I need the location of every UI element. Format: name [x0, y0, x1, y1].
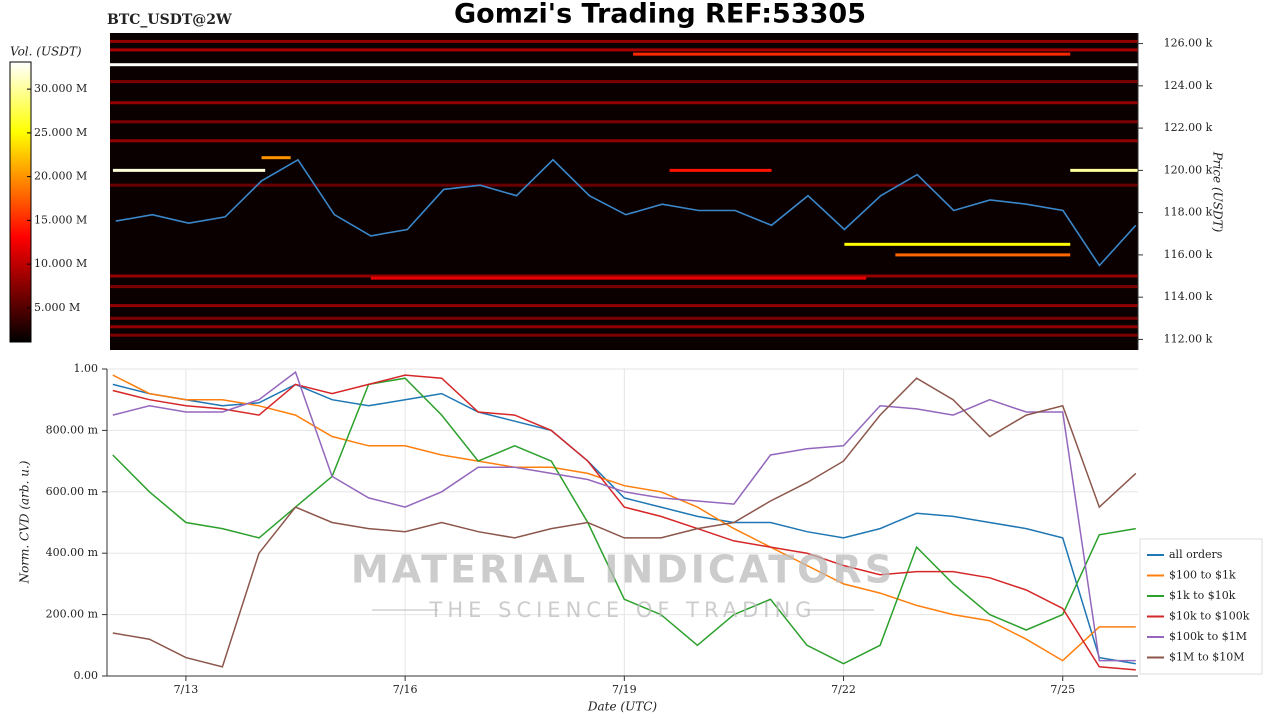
- liquidity-level: [669, 168, 772, 172]
- y-tick-label: 126.00 k: [1164, 37, 1213, 50]
- liquidity-level: [110, 285, 1138, 289]
- y-tick-label: 120.00 k: [1164, 163, 1213, 176]
- y-tick-label: 112.00 k: [1164, 332, 1213, 345]
- watermark: MATERIAL INDICATORS: [351, 548, 895, 592]
- legend-label: $100k to $1M: [1169, 630, 1247, 643]
- liquidity-level: [110, 325, 1138, 329]
- y-tick-label: 200.00 m: [46, 608, 99, 621]
- charts: BTC_USDT@2W 112.00 k 114.00 k 116.00 k 118.0…: [9, 12, 1263, 714]
- liquidity-level: [110, 139, 1138, 143]
- price-line: [115, 158, 1137, 267]
- x-tick-label: 7/13: [174, 683, 199, 696]
- y-tick-label: 0.00: [74, 669, 99, 682]
- liquidity-level: [110, 120, 1138, 124]
- cvd-line: [112, 383, 1136, 665]
- cvd-line: [112, 377, 1137, 668]
- y-tick-label: 118.00 k: [1164, 206, 1213, 219]
- y-tick-label: 400.00 m: [46, 546, 99, 559]
- page-title: Gomzi's Trading REF:53305: [454, 0, 866, 30]
- liquidity-level: [110, 333, 1138, 337]
- liquidity-level: [110, 274, 1138, 278]
- liquidity-level: [110, 316, 1138, 320]
- liquidity-level: [110, 101, 1138, 105]
- colorbar-tick-label: 30.000 M: [34, 82, 87, 95]
- y-tick-label: 800.00 m: [46, 423, 99, 436]
- liquidity-level: [110, 48, 1138, 52]
- colorbar-tick-label: 5.000 M: [34, 301, 80, 314]
- cvd-line: [112, 370, 1136, 662]
- x-tick-label: 7/19: [612, 683, 637, 696]
- colorbar: [9, 61, 32, 343]
- liquidity-level: [895, 253, 1071, 257]
- x-tick-label: 7/25: [1050, 683, 1075, 696]
- liquidity-level: [261, 156, 291, 160]
- y-axis-label: Norm. CVD (arb. u.): [18, 460, 32, 584]
- y-tick-label: 116.00 k: [1164, 248, 1213, 261]
- liquidity-level: [633, 52, 1071, 56]
- x-axis-label: Date (UTC): [587, 700, 657, 714]
- liquidity-level: [844, 242, 1071, 246]
- liquidity-level: [110, 63, 1138, 67]
- colorbar-tick-label: 10.000 M: [34, 257, 87, 270]
- colorbar-tick-label: 20.000 M: [34, 170, 87, 183]
- liquidity-level: [112, 168, 266, 172]
- liquidity-level: [110, 39, 1138, 43]
- liquidity-level: [110, 304, 1138, 308]
- cvd-line: [112, 374, 1136, 671]
- y-axis-label: Price (USDT): [1211, 151, 1225, 233]
- heatmap-background: [110, 33, 1138, 350]
- liquidity-level: [1070, 168, 1138, 172]
- cvd-line: [112, 374, 1136, 662]
- liquidity-level: [110, 80, 1138, 84]
- y-tick-label: 124.00 k: [1164, 79, 1213, 92]
- x-tick-label: 7/16: [393, 683, 418, 696]
- legend: [1139, 538, 1263, 675]
- cvd-line: [112, 377, 1136, 665]
- colorbar-label: Vol. (USDT): [10, 45, 82, 59]
- legend-label: all orders: [1169, 548, 1223, 561]
- y-tick-label: 600.00 m: [46, 485, 99, 498]
- chart-subtitle: BTC_USDT@2W: [107, 12, 232, 28]
- y-tick-label: 122.00 k: [1164, 121, 1213, 134]
- colorbar-tick-label: 25.000 M: [34, 126, 87, 139]
- liquidity-level: [110, 183, 1138, 187]
- legend-label: $10k to $100k: [1169, 610, 1250, 623]
- legend-label: $100 to $1k: [1169, 569, 1236, 582]
- watermark-tagline: THE SCIENCE OF TRADING: [429, 598, 817, 622]
- legend-label: $1M to $10M: [1169, 651, 1245, 664]
- liquidity-level: [370, 276, 867, 280]
- legend-label: $1k to $10k: [1169, 589, 1236, 602]
- colorbar-tick-label: 15.000 M: [34, 213, 87, 226]
- x-tick-label: 7/22: [831, 683, 856, 696]
- y-tick-label: 114.00 k: [1164, 290, 1213, 303]
- y-tick-label: 1.00: [74, 362, 99, 375]
